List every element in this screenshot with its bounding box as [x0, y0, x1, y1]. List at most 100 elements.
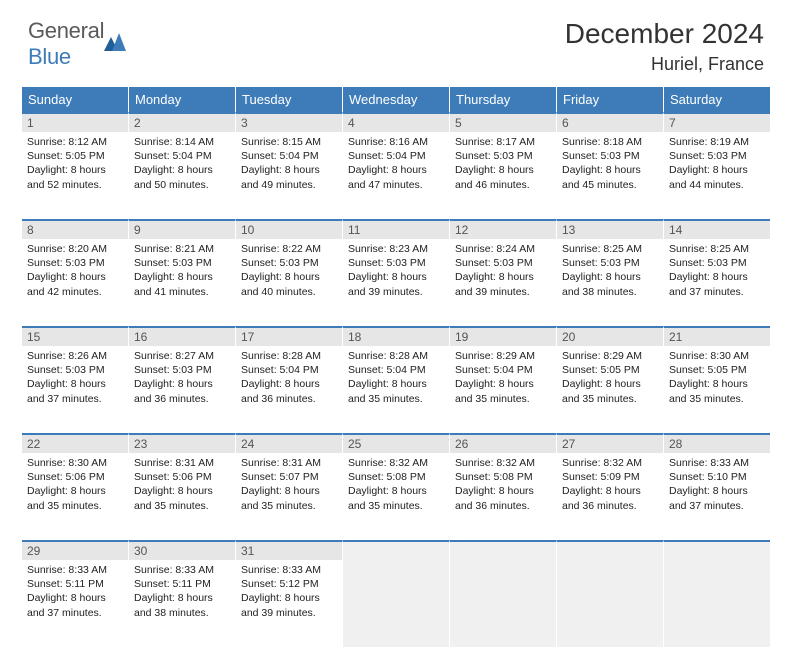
- day-number: 31: [236, 540, 343, 560]
- sunrise-line: Sunrise: 8:33 AM: [241, 563, 337, 577]
- daylight-line: Daylight: 8 hours and 45 minutes.: [562, 163, 658, 191]
- daylight-line: Daylight: 8 hours and 35 minutes.: [134, 484, 230, 512]
- sunrise-line: Sunrise: 8:30 AM: [669, 349, 765, 363]
- day-cell: Sunrise: 8:17 AMSunset: 5:03 PMDaylight:…: [450, 132, 557, 219]
- logo-text-general: General: [28, 18, 104, 43]
- sunrise-line: Sunrise: 8:16 AM: [348, 135, 444, 149]
- day-cell: Sunrise: 8:24 AMSunset: 5:03 PMDaylight:…: [450, 239, 557, 326]
- day-number: 29: [22, 540, 129, 560]
- daylight-line: Daylight: 8 hours and 39 minutes.: [241, 591, 337, 619]
- day-number: 15: [22, 326, 129, 346]
- day-header: Sunday: [22, 87, 129, 112]
- day-number: 11: [343, 219, 450, 239]
- day-cell: Sunrise: 8:16 AMSunset: 5:04 PMDaylight:…: [343, 132, 450, 219]
- day-cell: Sunrise: 8:15 AMSunset: 5:04 PMDaylight:…: [236, 132, 343, 219]
- sunset-line: Sunset: 5:10 PM: [669, 470, 765, 484]
- sunset-line: Sunset: 5:03 PM: [134, 256, 230, 270]
- day-number: 17: [236, 326, 343, 346]
- day-number: 26: [450, 433, 557, 453]
- day-number: 10: [236, 219, 343, 239]
- day-number-row: 1234567: [22, 112, 770, 132]
- sunset-line: Sunset: 5:03 PM: [241, 256, 337, 270]
- day-number: 14: [664, 219, 770, 239]
- day-header-row: SundayMondayTuesdayWednesdayThursdayFrid…: [22, 87, 770, 112]
- sunrise-line: Sunrise: 8:12 AM: [27, 135, 123, 149]
- title-block: December 2024 Huriel, France: [565, 18, 764, 75]
- sunset-line: Sunset: 5:03 PM: [134, 363, 230, 377]
- daylight-line: Daylight: 8 hours and 37 minutes.: [669, 484, 765, 512]
- day-number: 9: [129, 219, 236, 239]
- sunrise-line: Sunrise: 8:32 AM: [562, 456, 658, 470]
- sunset-line: Sunset: 5:04 PM: [348, 149, 444, 163]
- sunrise-line: Sunrise: 8:23 AM: [348, 242, 444, 256]
- day-cell: Sunrise: 8:31 AMSunset: 5:06 PMDaylight:…: [129, 453, 236, 540]
- sunset-line: Sunset: 5:04 PM: [134, 149, 230, 163]
- day-header: Tuesday: [236, 87, 343, 112]
- week-content-row: Sunrise: 8:12 AMSunset: 5:05 PMDaylight:…: [22, 132, 770, 219]
- sunrise-line: Sunrise: 8:30 AM: [27, 456, 123, 470]
- day-number: 19: [450, 326, 557, 346]
- day-number: 7: [664, 112, 770, 132]
- day-cell: Sunrise: 8:27 AMSunset: 5:03 PMDaylight:…: [129, 346, 236, 433]
- sunset-line: Sunset: 5:05 PM: [669, 363, 765, 377]
- daylight-line: Daylight: 8 hours and 35 minutes.: [348, 377, 444, 405]
- sunrise-line: Sunrise: 8:33 AM: [134, 563, 230, 577]
- day-number: 25: [343, 433, 450, 453]
- sunrise-line: Sunrise: 8:28 AM: [348, 349, 444, 363]
- daylight-line: Daylight: 8 hours and 36 minutes.: [134, 377, 230, 405]
- day-number: [343, 540, 450, 560]
- daylight-line: Daylight: 8 hours and 36 minutes.: [241, 377, 337, 405]
- daylight-line: Daylight: 8 hours and 37 minutes.: [27, 591, 123, 619]
- week-content-row: Sunrise: 8:33 AMSunset: 5:11 PMDaylight:…: [22, 560, 770, 647]
- week-content-row: Sunrise: 8:26 AMSunset: 5:03 PMDaylight:…: [22, 346, 770, 433]
- sunset-line: Sunset: 5:11 PM: [134, 577, 230, 591]
- daylight-line: Daylight: 8 hours and 37 minutes.: [669, 270, 765, 298]
- sunrise-line: Sunrise: 8:31 AM: [134, 456, 230, 470]
- daylight-line: Daylight: 8 hours and 42 minutes.: [27, 270, 123, 298]
- day-cell: Sunrise: 8:20 AMSunset: 5:03 PMDaylight:…: [22, 239, 129, 326]
- day-cell: Sunrise: 8:32 AMSunset: 5:09 PMDaylight:…: [557, 453, 664, 540]
- day-number-row: 293031: [22, 540, 770, 560]
- day-number: 13: [557, 219, 664, 239]
- header: General Blue December 2024 Huriel, Franc…: [0, 0, 792, 79]
- sunset-line: Sunset: 5:03 PM: [27, 363, 123, 377]
- sunset-line: Sunset: 5:06 PM: [27, 470, 123, 484]
- daylight-line: Daylight: 8 hours and 36 minutes.: [562, 484, 658, 512]
- daylight-line: Daylight: 8 hours and 50 minutes.: [134, 163, 230, 191]
- daylight-line: Daylight: 8 hours and 36 minutes.: [455, 484, 551, 512]
- logo-text: General Blue: [28, 18, 104, 70]
- sunset-line: Sunset: 5:06 PM: [134, 470, 230, 484]
- day-number: 24: [236, 433, 343, 453]
- day-number: 16: [129, 326, 236, 346]
- day-cell: Sunrise: 8:21 AMSunset: 5:03 PMDaylight:…: [129, 239, 236, 326]
- day-cell: Sunrise: 8:30 AMSunset: 5:05 PMDaylight:…: [664, 346, 770, 433]
- day-cell: Sunrise: 8:32 AMSunset: 5:08 PMDaylight:…: [450, 453, 557, 540]
- day-cell: [664, 560, 770, 647]
- daylight-line: Daylight: 8 hours and 39 minutes.: [348, 270, 444, 298]
- day-cell: Sunrise: 8:33 AMSunset: 5:11 PMDaylight:…: [22, 560, 129, 647]
- sunset-line: Sunset: 5:08 PM: [455, 470, 551, 484]
- day-number: 8: [22, 219, 129, 239]
- day-cell: Sunrise: 8:19 AMSunset: 5:03 PMDaylight:…: [664, 132, 770, 219]
- sunrise-line: Sunrise: 8:32 AM: [348, 456, 444, 470]
- sunrise-line: Sunrise: 8:27 AM: [134, 349, 230, 363]
- sunset-line: Sunset: 5:03 PM: [562, 149, 658, 163]
- month-title: December 2024: [565, 18, 764, 50]
- day-cell: Sunrise: 8:25 AMSunset: 5:03 PMDaylight:…: [664, 239, 770, 326]
- day-number: 28: [664, 433, 770, 453]
- sunset-line: Sunset: 5:11 PM: [27, 577, 123, 591]
- sunset-line: Sunset: 5:05 PM: [562, 363, 658, 377]
- sunset-line: Sunset: 5:03 PM: [348, 256, 444, 270]
- daylight-line: Daylight: 8 hours and 35 minutes.: [562, 377, 658, 405]
- day-cell: [343, 560, 450, 647]
- day-cell: Sunrise: 8:18 AMSunset: 5:03 PMDaylight:…: [557, 132, 664, 219]
- daylight-line: Daylight: 8 hours and 46 minutes.: [455, 163, 551, 191]
- daylight-line: Daylight: 8 hours and 40 minutes.: [241, 270, 337, 298]
- sunset-line: Sunset: 5:03 PM: [455, 256, 551, 270]
- sunset-line: Sunset: 5:04 PM: [348, 363, 444, 377]
- day-number: 27: [557, 433, 664, 453]
- sunset-line: Sunset: 5:12 PM: [241, 577, 337, 591]
- day-cell: Sunrise: 8:30 AMSunset: 5:06 PMDaylight:…: [22, 453, 129, 540]
- day-number: [557, 540, 664, 560]
- sunset-line: Sunset: 5:03 PM: [27, 256, 123, 270]
